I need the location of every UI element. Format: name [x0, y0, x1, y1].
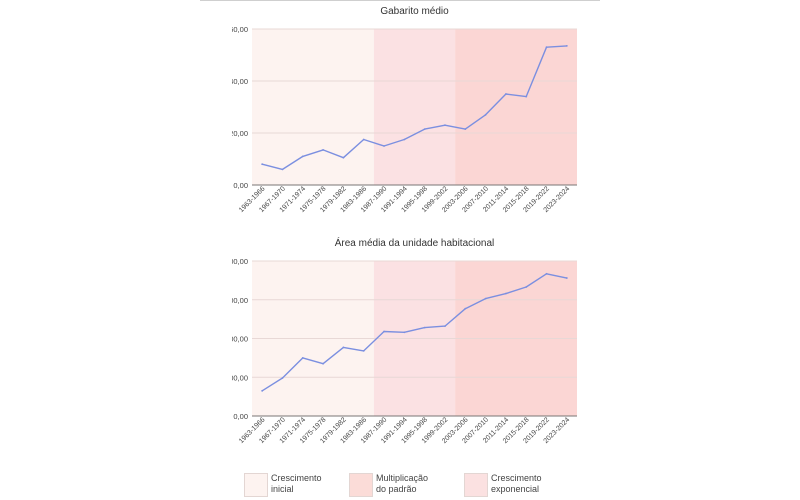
y-tick-label: 20,00	[232, 129, 248, 138]
data-point	[444, 325, 446, 327]
series-line	[261, 273, 567, 392]
data-point	[261, 163, 264, 166]
chart-2: Área média da unidade habitacional 0,00 10…	[232, 236, 577, 445]
legend-label-line: Crescimento	[491, 473, 542, 483]
legend-swatch	[464, 473, 488, 497]
top-divider	[200, 0, 600, 1]
y-tick-label: 400,00	[232, 257, 248, 266]
data-point	[261, 389, 264, 392]
figure-frame: Gabarito médio0,0020,0040,0060,001963-19…	[232, 2, 589, 498]
data-point	[362, 138, 365, 141]
data-point	[322, 362, 324, 365]
data-point	[403, 331, 406, 334]
legend-item-multiplicacao-do-padrao: Multiplicação do padrão	[349, 473, 446, 497]
data-point	[545, 272, 548, 275]
data-point	[505, 292, 507, 295]
data-point	[565, 45, 568, 47]
legend-label-line: exponencial	[491, 484, 540, 494]
data-point	[464, 307, 467, 310]
data-point	[505, 93, 507, 95]
legend-swatch	[349, 473, 373, 497]
chart-title: Gabarito médio	[380, 6, 449, 17]
data-point	[301, 356, 304, 359]
legend-label: Crescimento inicial	[271, 473, 341, 495]
y-tick-label: 100,00	[232, 373, 248, 382]
data-point	[383, 330, 385, 333]
data-point	[565, 277, 568, 279]
legend-item-crescimento-inicial: Crescimento inicial	[244, 473, 341, 497]
data-point	[423, 326, 426, 329]
data-point	[322, 149, 324, 151]
data-point	[444, 124, 446, 127]
data-point	[362, 350, 365, 352]
legend-swatch	[244, 473, 268, 497]
data-point	[525, 95, 528, 98]
y-tick-label: 0,00	[233, 412, 248, 421]
data-point	[545, 46, 548, 49]
data-point	[281, 377, 284, 379]
charts-canvas: Gabarito médio0,0020,0040,0060,001963-19…	[232, 6, 577, 445]
phase-band	[455, 29, 577, 185]
data-point	[301, 155, 304, 158]
legend-item-crescimento-exponencial: Crescimento exponencial	[464, 473, 561, 497]
legend-label: Crescimento exponencial	[491, 473, 561, 495]
data-point	[423, 128, 426, 130]
y-tick-label: 300,00	[232, 296, 248, 305]
data-point	[464, 128, 467, 130]
data-point	[403, 138, 406, 141]
chart-1: Gabarito médio0,0020,0040,0060,001963-19…	[232, 6, 577, 214]
y-tick-label: 60,00	[232, 25, 248, 34]
phase-band	[252, 29, 374, 185]
data-point	[484, 113, 487, 116]
legend-label-line: do padrão	[376, 484, 417, 494]
chart-title: Área média da unidade habitacional	[335, 236, 495, 249]
y-tick-label: 200,00	[232, 335, 248, 344]
data-point	[525, 286, 528, 288]
y-tick-label: 40,00	[232, 77, 248, 86]
series-line	[262, 45, 567, 171]
data-point	[383, 145, 385, 147]
y-tick-label: 0,00	[233, 181, 248, 190]
data-point	[484, 297, 487, 300]
legend-label-line: inicial	[271, 484, 294, 494]
legend-label: Multiplicação do padrão	[376, 473, 446, 495]
phase-band	[373, 29, 456, 185]
legend-label-line: Crescimento	[271, 473, 322, 483]
data-point	[342, 346, 345, 349]
data-point	[281, 168, 284, 171]
legend-label-line: Multiplicação	[376, 473, 429, 483]
data-point	[342, 156, 345, 159]
